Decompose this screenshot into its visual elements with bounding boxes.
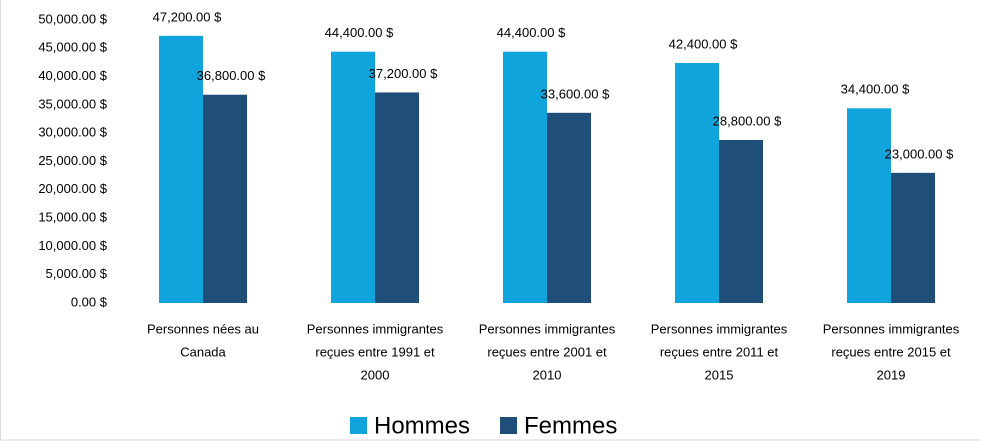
data-label: 44,400.00 $	[325, 25, 394, 40]
y-tick-label: 35,000.00 $	[38, 96, 107, 111]
legend-label: Hommes	[374, 412, 470, 439]
bar	[375, 92, 419, 303]
legend-label: Femmes	[524, 412, 617, 439]
legend-swatch	[500, 417, 518, 434]
x-tick-label: Personnes immigrantes	[651, 321, 788, 336]
bar	[891, 172, 935, 303]
y-tick-label: 25,000.00 $	[38, 153, 107, 168]
legend-swatch	[350, 417, 367, 434]
x-tick-label: reçues entre 2015 et	[831, 344, 951, 359]
x-tick-label: Personnes immigrantes	[479, 321, 616, 336]
x-tick-label: reçues entre 2011 et	[660, 344, 779, 359]
data-label: 47,200.00 $	[153, 9, 222, 24]
y-tick-label: 15,000.00 $	[38, 210, 107, 225]
data-label: 42,400.00 $	[669, 36, 738, 51]
bar	[675, 63, 719, 304]
data-label: 37,200.00 $	[369, 66, 438, 81]
y-tick-label: 45,000.00 $	[38, 40, 107, 55]
bar	[847, 108, 891, 304]
y-tick-label: 0.00 $	[71, 294, 108, 309]
data-label: 33,600.00 $	[541, 86, 610, 101]
y-tick-label: 10,000.00 $	[38, 238, 107, 253]
y-tick-label: 20,000.00 $	[38, 181, 107, 196]
x-tick-label: reçues entre 2001 et	[487, 344, 607, 359]
x-tick-label: Personnes nées au	[147, 321, 259, 336]
x-tick-label: Personnes immigrantes	[823, 321, 960, 336]
bar	[503, 51, 547, 303]
x-tick-label: 2010	[533, 367, 562, 382]
y-tick-label: 30,000.00 $	[38, 125, 107, 140]
x-tick-label: reçues entre 1991 et	[315, 344, 435, 359]
x-tick-label: 2019	[877, 367, 906, 382]
x-tick-label: Canada	[180, 344, 226, 359]
data-label: 23,000.00 $	[885, 146, 954, 161]
y-tick-label: 40,000.00 $	[38, 68, 107, 83]
bar	[719, 139, 763, 303]
data-label: 28,800.00 $	[713, 113, 782, 128]
y-tick-label: 5,000.00 $	[46, 266, 108, 281]
bar	[331, 51, 375, 303]
y-tick-label: 50,000.00 $	[38, 11, 107, 26]
bar	[159, 35, 203, 304]
data-label: 34,400.00 $	[841, 82, 910, 97]
bar	[203, 94, 247, 303]
data-label: 36,800.00 $	[197, 68, 266, 83]
x-tick-label: 2000	[361, 367, 390, 382]
bar	[547, 112, 591, 303]
x-tick-label: Personnes immigrantes	[307, 321, 444, 336]
data-label: 44,400.00 $	[497, 25, 566, 40]
x-tick-label: 2015	[705, 367, 734, 382]
